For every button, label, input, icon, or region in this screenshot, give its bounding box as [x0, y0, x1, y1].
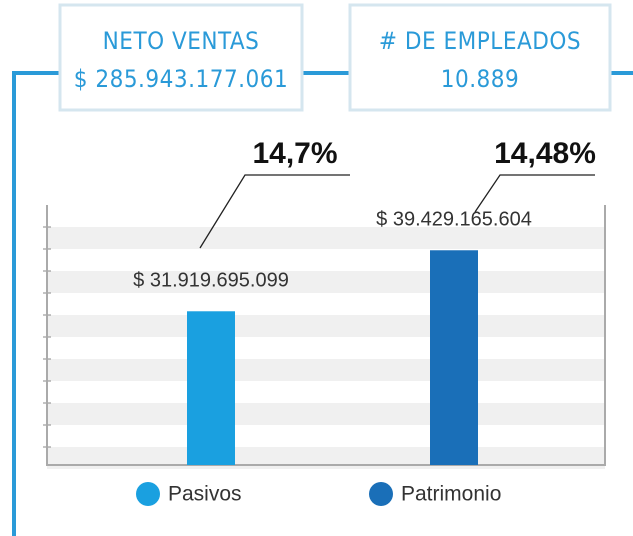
legend-swatch [369, 482, 393, 506]
stripe [47, 359, 605, 381]
stripe [47, 403, 605, 425]
legend-label: Pasivos [168, 483, 242, 506]
value-label: $ 39.429.165.604 [376, 209, 532, 231]
legend-swatch [136, 482, 160, 506]
stripe [47, 271, 605, 293]
kpi-box [348, 3, 612, 112]
leader-line [199, 174, 350, 249]
plot-background [43, 226, 605, 469]
annotation: 14,48% [494, 137, 596, 170]
value-label: $ 31.919.695.099 [133, 270, 289, 292]
legend-label: Patrimonio [401, 483, 501, 506]
kpi-value: 10.889 [441, 65, 520, 93]
annotation: 14,7% [252, 137, 337, 170]
kpi-title: # DE EMPLEADOS [379, 27, 581, 55]
stripe [47, 315, 605, 337]
bar [187, 311, 235, 465]
frame-line [12, 71, 60, 536]
stripe [47, 227, 605, 249]
bar [430, 250, 478, 465]
kpi-title: NETO VENTAS [103, 27, 260, 55]
kpi-value: $ 285.943.177.061 [74, 65, 288, 93]
kpi-box [58, 3, 304, 112]
plot-frame [46, 205, 606, 466]
leader-line [474, 174, 595, 213]
